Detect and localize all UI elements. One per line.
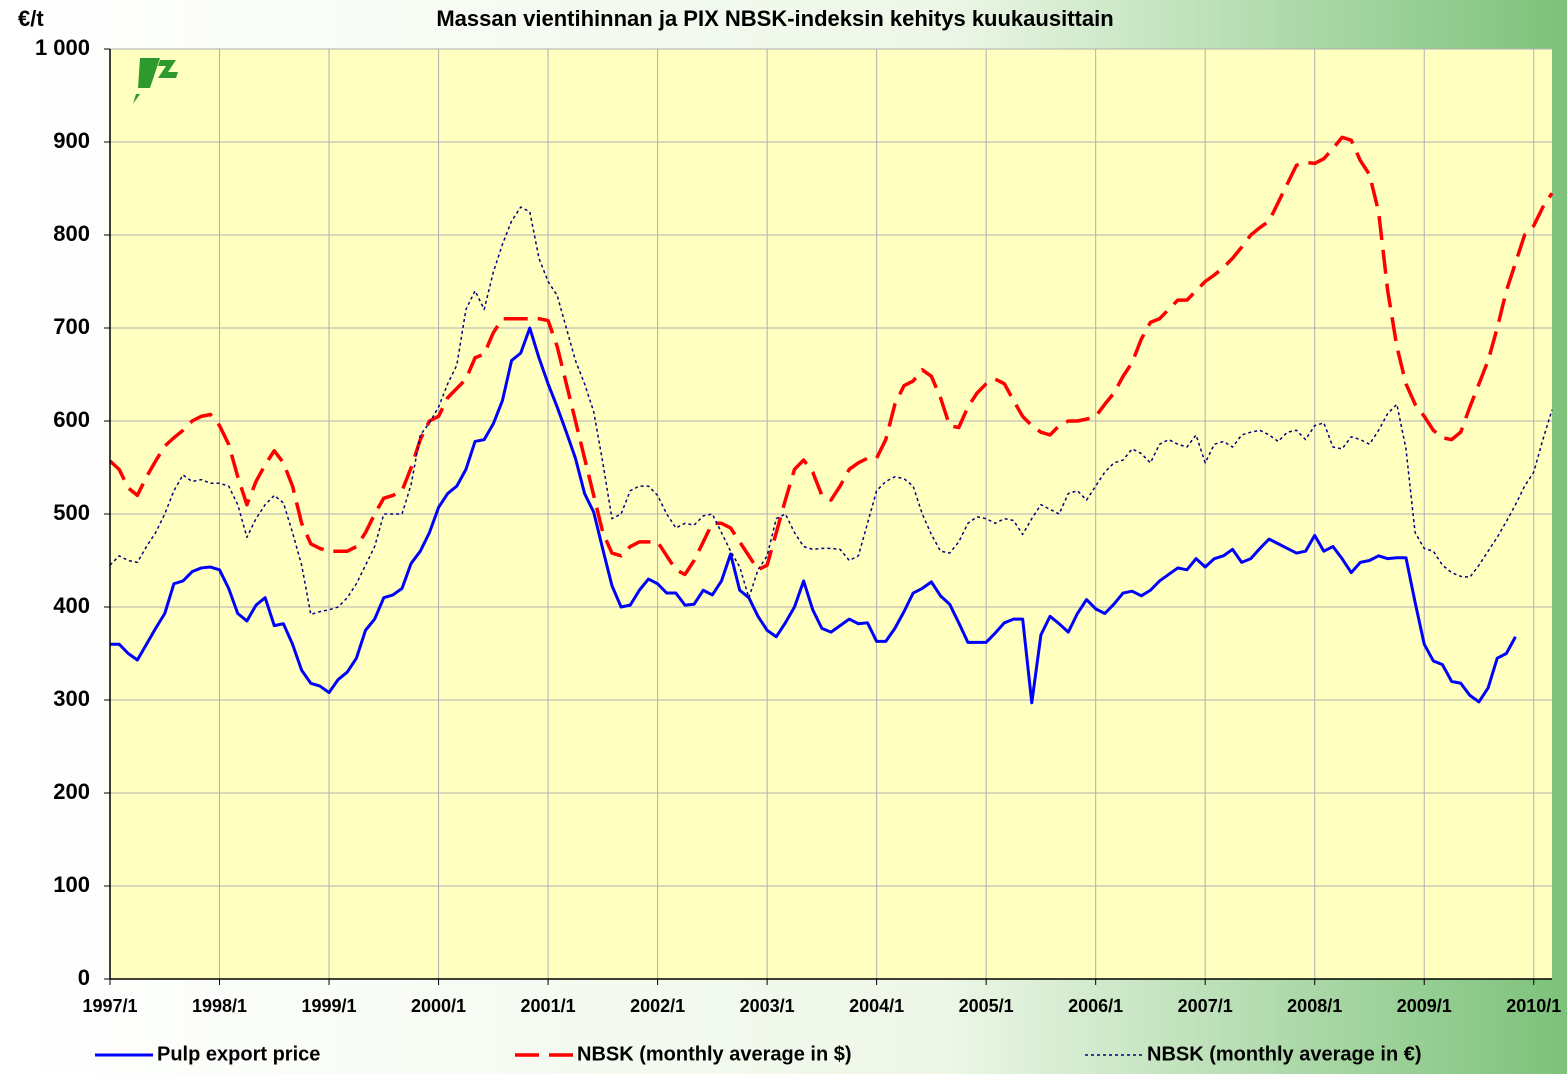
- series-line: [109, 206, 1553, 616]
- y-tick-label: 700: [53, 314, 90, 339]
- x-tick-label: 2010/1: [1506, 996, 1561, 1016]
- x-tick-label: 2000/1: [411, 996, 466, 1016]
- y-tick-label: 400: [53, 593, 90, 618]
- y-tick-label: 100: [53, 872, 90, 897]
- legend-label: NBSK (monthly average in $): [577, 1043, 852, 1065]
- y-tick-label: 200: [53, 779, 90, 804]
- y-tick-label: 500: [53, 500, 90, 525]
- x-tick-label: 2002/1: [630, 996, 685, 1016]
- chart-title: Massan vientihinnan ja PIX NBSK-indeksin…: [436, 6, 1113, 31]
- y-tick-label: 1 000: [35, 35, 90, 60]
- x-tick-label: 2003/1: [740, 996, 795, 1016]
- y-tick-label: 800: [53, 221, 90, 246]
- y-axis-label: €/t: [18, 6, 44, 31]
- x-tick-label: 1999/1: [302, 996, 357, 1016]
- x-tick-label: 2009/1: [1397, 996, 1452, 1016]
- legend-label: NBSK (monthly average in €): [1147, 1043, 1422, 1065]
- x-tick-label: 1998/1: [192, 996, 247, 1016]
- x-tick-label: 2001/1: [521, 996, 576, 1016]
- series-line: [108, 135, 1554, 577]
- x-tick-label: 2005/1: [959, 996, 1014, 1016]
- y-tick-label: 300: [53, 686, 90, 711]
- x-tick-label: 1997/1: [82, 996, 137, 1016]
- x-tick-label: 2007/1: [1178, 996, 1233, 1016]
- y-tick-label: 600: [53, 407, 90, 432]
- series-line: [110, 326, 1517, 705]
- x-tick-label: 2008/1: [1287, 996, 1342, 1016]
- logo: [133, 58, 178, 104]
- legend-label: Pulp export price: [157, 1043, 320, 1065]
- x-tick-label: 2006/1: [1068, 996, 1123, 1016]
- x-tick-label: 2004/1: [849, 996, 904, 1016]
- y-tick-label: 900: [53, 128, 90, 153]
- y-tick-label: 0: [78, 965, 90, 990]
